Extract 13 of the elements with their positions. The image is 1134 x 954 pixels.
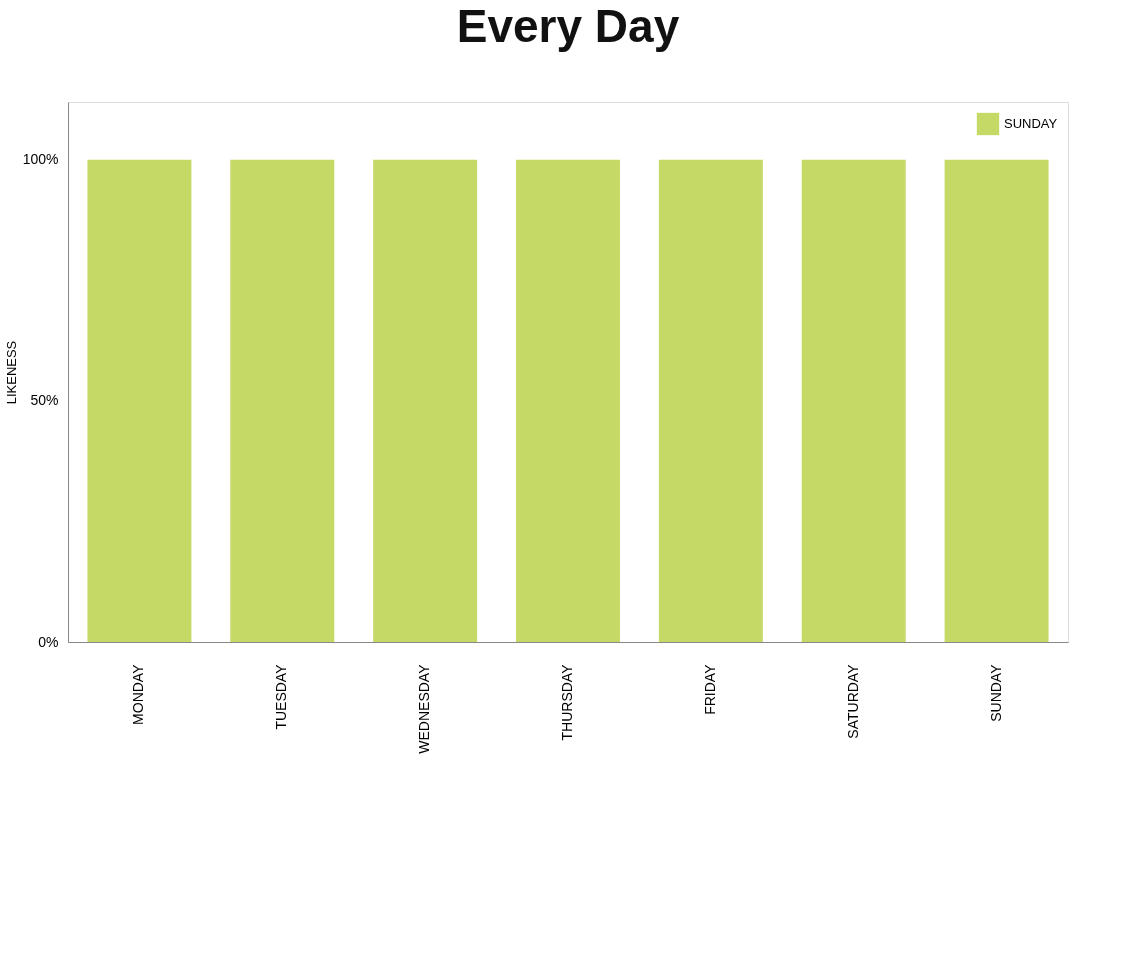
y-tick-label: 0% bbox=[38, 633, 59, 650]
x-tick-label: SUNDAY bbox=[987, 663, 1004, 722]
y-tick-label: 100% bbox=[22, 151, 59, 168]
legend-label: SUNDAY bbox=[1004, 116, 1058, 131]
chart-title: Every Day bbox=[456, 0, 680, 52]
x-tick-label: FRIDAY bbox=[701, 663, 718, 715]
x-tick-label: THURSDAY bbox=[559, 663, 575, 741]
x-tick-label: MONDAY bbox=[130, 663, 147, 725]
y-tick-label: 50% bbox=[30, 392, 59, 409]
x-tick-label: WEDNESDAY bbox=[416, 663, 433, 754]
y-axis-title: LIKENESS bbox=[3, 340, 19, 405]
x-tick-label: TUESDAY bbox=[273, 663, 290, 730]
x-tick-label: SATURDAY bbox=[844, 663, 861, 739]
